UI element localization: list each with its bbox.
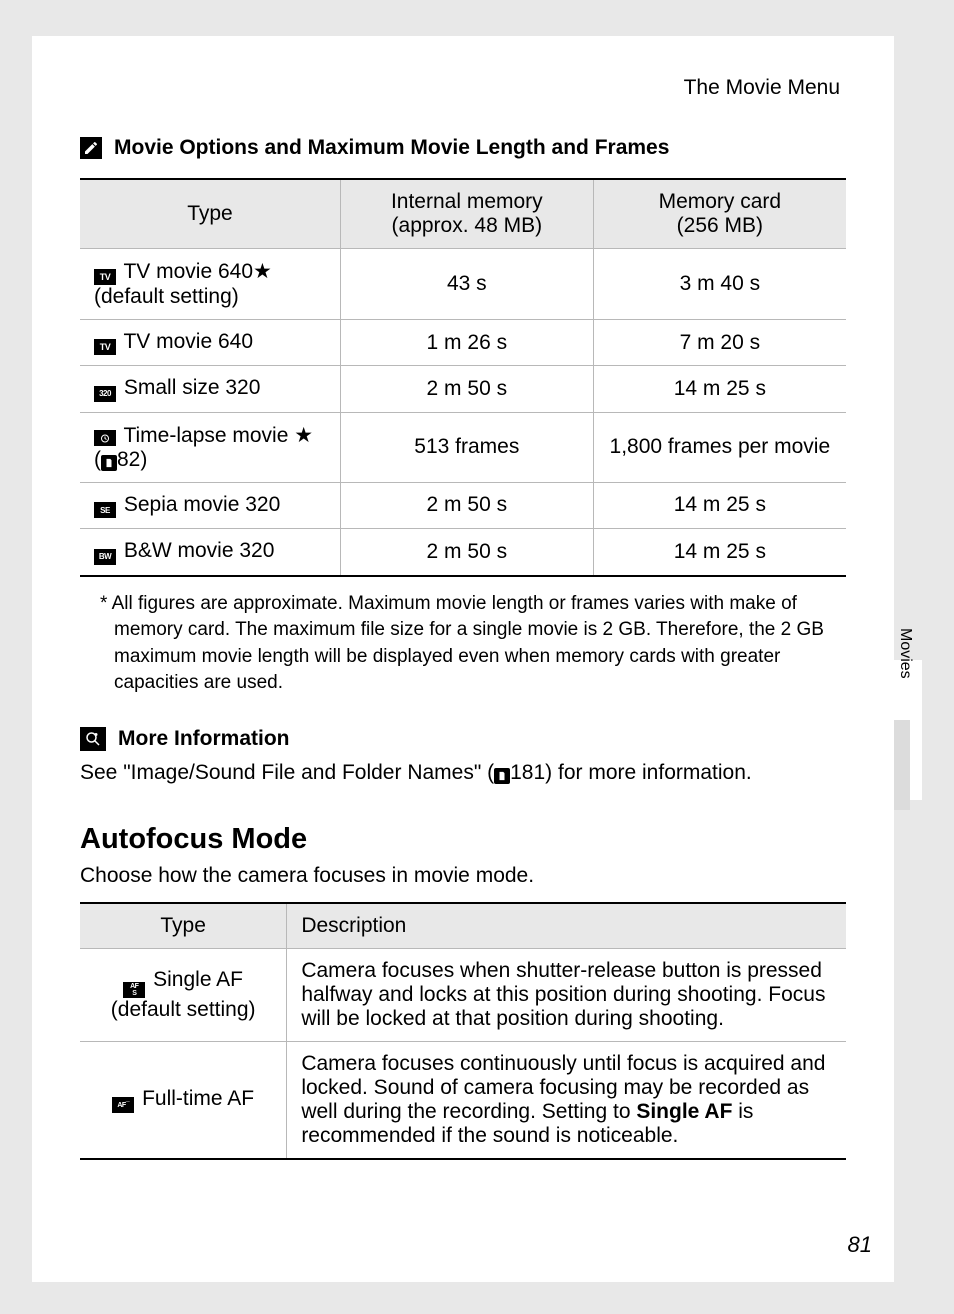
row2-internal: 2 m 50 s: [340, 366, 593, 413]
type-cell: Sepia movie 320: [80, 482, 340, 529]
table-row: B&W movie 320 2 m 50 s 14 m 25 s: [80, 529, 846, 576]
af-row0-desc: Camera focuses when shutter-release butt…: [287, 948, 846, 1041]
tv-movie-icon: [94, 339, 116, 355]
more-info-ref: 181: [510, 761, 545, 784]
row5-card: 14 m 25 s: [593, 529, 846, 576]
row3-card: 1,800 frames per movie: [593, 412, 846, 482]
fulltime-af-icon: [112, 1097, 134, 1113]
page-number: 81: [848, 1232, 872, 1258]
row3-l2-pre: (: [94, 448, 101, 471]
page-ref-icon: [494, 768, 510, 784]
af-row0-l2: (default setting): [94, 998, 272, 1022]
table-row: Time-lapse movie ★ (82) 513 frames 1,800…: [80, 412, 846, 482]
more-info-text: See "Image/Sound File and Folder Names" …: [80, 761, 846, 785]
sepia-icon: [94, 502, 116, 518]
row3-label2: (82): [94, 448, 326, 472]
af-row1-desc: Camera focuses continuously until focus …: [287, 1041, 846, 1159]
more-info-pre: See "Image/Sound File and Folder Names" …: [80, 761, 494, 784]
autofocus-table: Type Description Single AF (default sett…: [80, 902, 846, 1160]
footnote: * All figures are approximate. Maximum m…: [94, 591, 846, 697]
more-info-heading-row: More Information: [80, 727, 846, 751]
table-row: Full-time AF Camera focuses continuously…: [80, 1041, 846, 1159]
af-head-desc: Description: [287, 903, 846, 949]
af-row0-desc-pre: Camera focuses when shutter-release butt…: [301, 959, 825, 1030]
row2-card: 14 m 25 s: [593, 366, 846, 413]
autofocus-intro: Choose how the camera focuses in movie m…: [80, 864, 846, 888]
af-row1-desc-bold: Single AF: [636, 1100, 732, 1123]
th-internal-l1: Internal memory: [391, 190, 543, 213]
row0-internal: 43 s: [340, 249, 593, 320]
row5-internal: 2 m 50 s: [340, 529, 593, 576]
movie-options-table: Type Internal memory (approx. 48 MB) Mem…: [80, 178, 846, 577]
type-cell: B&W movie 320: [80, 529, 340, 576]
single-af-icon: [123, 982, 145, 998]
autofocus-heading: Autofocus Mode: [80, 823, 846, 856]
row0-card: 3 m 40 s: [593, 249, 846, 320]
row2-label1: Small size 320: [124, 376, 261, 399]
table-row: Single AF (default setting) Camera focus…: [80, 948, 846, 1041]
table-row: TV movie 640 1 m 26 s 7 m 20 s: [80, 320, 846, 366]
row3-l2-post: 82): [117, 448, 147, 471]
table1-head-type: Type: [80, 179, 340, 249]
side-tab-label: Movies: [896, 628, 914, 679]
row0-label1: TV movie 640★: [123, 260, 271, 283]
row3-label1: Time-lapse movie ★: [123, 424, 313, 447]
section-header: The Movie Menu: [80, 76, 846, 100]
more-info-title: More Information: [118, 727, 290, 751]
th-card-l1: Memory card: [659, 190, 782, 213]
type-cell: Small size 320: [80, 366, 340, 413]
more-info-post: ) for more information.: [545, 761, 752, 784]
af-row0-type: Single AF (default setting): [80, 948, 287, 1041]
side-tab-marker: [894, 720, 910, 810]
more-info-icon: [80, 727, 106, 751]
row1-internal: 1 m 26 s: [340, 320, 593, 366]
row4-card: 14 m 25 s: [593, 482, 846, 529]
page-ref-icon: [101, 455, 117, 471]
type-cell: TV movie 640★ (default setting): [80, 249, 340, 320]
type-cell: TV movie 640: [80, 320, 340, 366]
th-card-l2: (256 MB): [677, 214, 763, 237]
movie-options-title: Movie Options and Maximum Movie Length a…: [114, 136, 669, 160]
table-row: Sepia movie 320 2 m 50 s 14 m 25 s: [80, 482, 846, 529]
th-internal-l2: (approx. 48 MB): [392, 214, 543, 237]
movie-options-heading-row: Movie Options and Maximum Movie Length a…: [80, 136, 846, 160]
row5-label1: B&W movie 320: [124, 539, 275, 562]
table-row: TV movie 640★ (default setting) 43 s 3 m…: [80, 249, 846, 320]
af-row0-l1: Single AF: [153, 968, 243, 991]
tv-movie-icon: [94, 269, 116, 285]
table-row: Small size 320 2 m 50 s 14 m 25 s: [80, 366, 846, 413]
row1-label1: TV movie 640: [123, 330, 253, 353]
af-row1-type: Full-time AF: [80, 1041, 287, 1159]
small-size-icon: [94, 386, 116, 402]
row0-label2: (default setting): [94, 285, 326, 309]
pencil-icon: [80, 137, 102, 159]
af-row1-l1: Full-time AF: [142, 1087, 254, 1110]
table1-head-card: Memory card (256 MB): [593, 179, 846, 249]
row4-label1: Sepia movie 320: [124, 493, 280, 516]
page-content: The Movie Menu Movie Options and Maximum…: [32, 36, 894, 1282]
row3-internal: 513 frames: [340, 412, 593, 482]
row4-internal: 2 m 50 s: [340, 482, 593, 529]
type-cell: Time-lapse movie ★ (82): [80, 412, 340, 482]
table1-head-internal: Internal memory (approx. 48 MB): [340, 179, 593, 249]
bw-icon: [94, 549, 116, 565]
side-tab: Movies: [892, 660, 922, 800]
af-head-type: Type: [80, 903, 287, 949]
time-lapse-icon: [94, 430, 116, 446]
row1-card: 7 m 20 s: [593, 320, 846, 366]
